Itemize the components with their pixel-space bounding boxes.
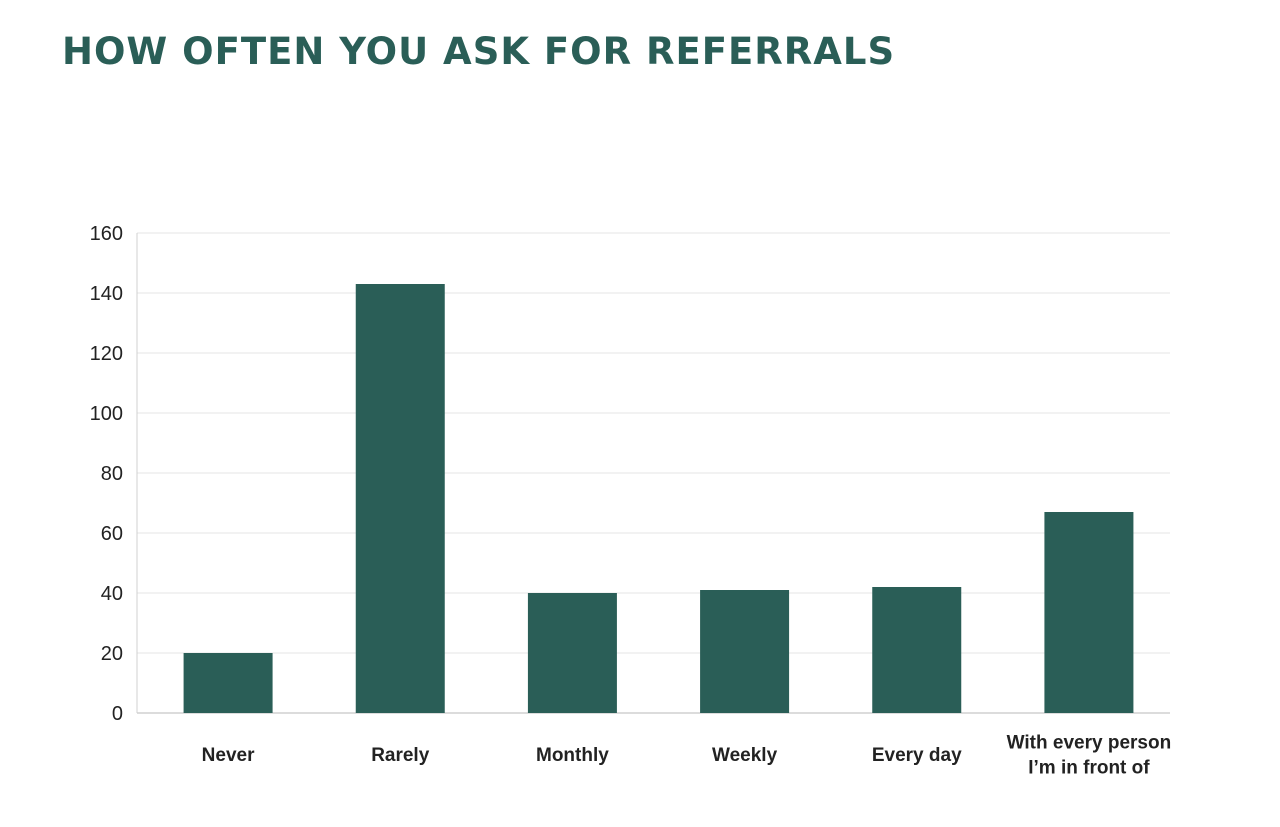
y-axis-ticks: 0 20 40 60 80 100 120 140 160 <box>90 223 123 725</box>
bar <box>355 284 445 713</box>
bars <box>183 284 1134 713</box>
x-category-label: I’m in front of <box>1028 758 1150 779</box>
x-category-label: Every day <box>872 745 962 766</box>
bar <box>872 587 962 713</box>
x-category-label: Rarely <box>371 745 430 766</box>
x-category-label: Never <box>202 745 255 766</box>
bar <box>527 593 617 713</box>
bar <box>700 590 790 713</box>
y-tick-label: 60 <box>101 523 123 545</box>
x-category-label: With every person <box>1007 733 1172 754</box>
x-category-label: Weekly <box>712 745 778 766</box>
x-axis-labels: Never Rarely Monthly Weekly Every day With ev… <box>202 733 1172 779</box>
axes <box>136 233 1170 714</box>
chart-title: HOW OFTEN YOU ASK FOR REFERRALS <box>62 30 896 73</box>
y-tick-label: 20 <box>101 643 123 665</box>
y-tick-label: 140 <box>90 283 123 305</box>
y-tick-label: 0 <box>112 703 123 725</box>
y-tick-label: 160 <box>90 223 123 245</box>
bar <box>183 653 273 713</box>
y-tick-label: 100 <box>90 403 123 425</box>
y-tick-label: 40 <box>101 583 123 605</box>
y-tick-label: 80 <box>101 463 123 485</box>
bar <box>1044 512 1134 713</box>
gridlines <box>137 232 1170 654</box>
y-tick-label: 120 <box>90 343 123 365</box>
x-category-label: Monthly <box>536 745 609 766</box>
